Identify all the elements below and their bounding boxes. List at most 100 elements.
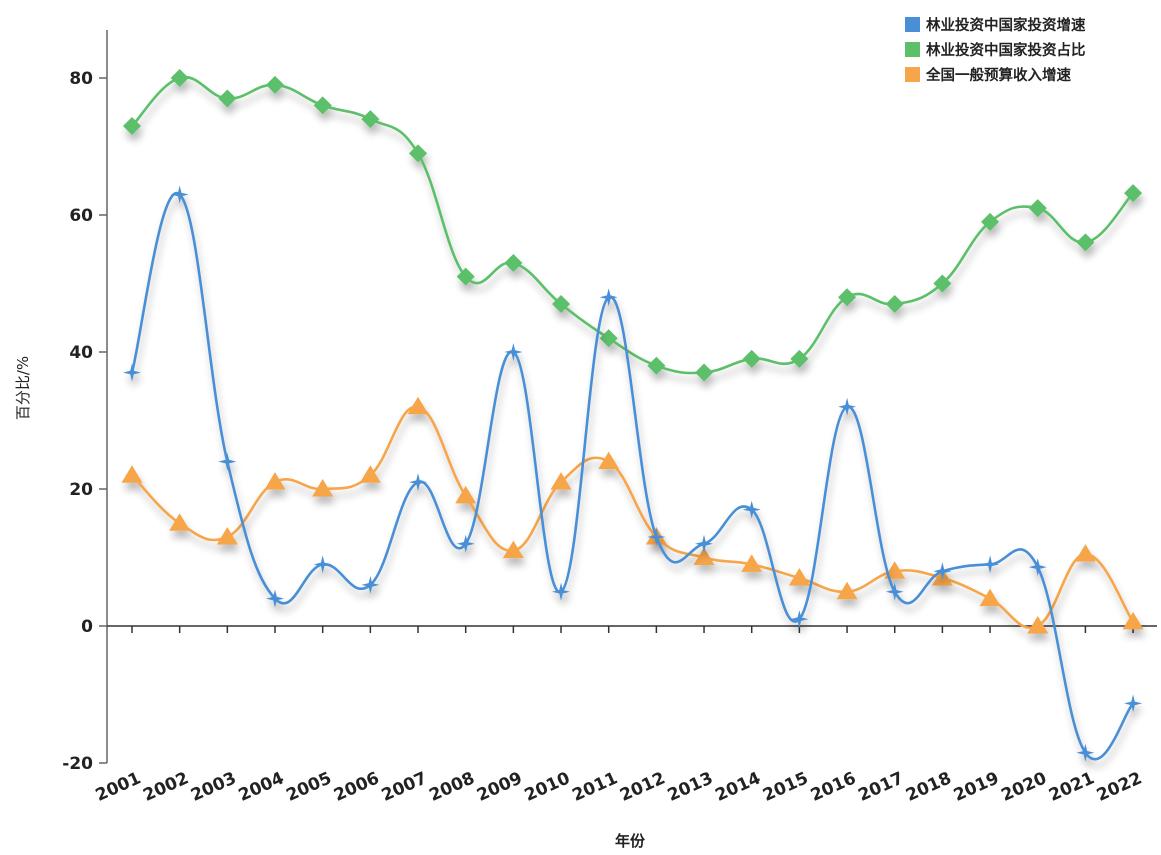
- series-line: [131, 75, 1135, 375]
- x-tick-label: 2009: [474, 768, 525, 806]
- data-point-triangle: [598, 451, 620, 470]
- data-point-triangle: [216, 526, 238, 545]
- x-tick-label: 2004: [236, 768, 288, 806]
- data-point-diamond: [123, 116, 141, 135]
- data-point-triangle: [1027, 616, 1049, 634]
- x-tick-label: 2003: [188, 768, 239, 806]
- data-point-star: [695, 534, 713, 553]
- data-point-star: [933, 562, 952, 581]
- legend-item[interactable]: 林业投资中国家投资增速: [905, 16, 1086, 34]
- data-point-diamond: [170, 69, 189, 87]
- x-tick-label: 2018: [903, 768, 954, 806]
- data-point-star: [123, 363, 141, 382]
- data-point-triangle: [407, 396, 429, 415]
- data-point-star: [1076, 743, 1095, 762]
- data-point-diamond: [695, 363, 714, 382]
- data-point-triangle: [359, 465, 381, 483]
- x-tick-label: 2017: [855, 768, 906, 806]
- data-point-triangle: [741, 554, 763, 572]
- data-point-star: [313, 555, 332, 574]
- x-tick-label: 2006: [331, 768, 382, 806]
- data-point-triangle: [836, 581, 858, 600]
- data-point-triangle: [884, 561, 906, 579]
- legend-label: 全国一般预算收入增速: [925, 66, 1071, 84]
- x-tick-label: 2022: [1094, 768, 1145, 806]
- data-point-star: [456, 534, 475, 553]
- data-point-star: [409, 473, 427, 492]
- data-point-triangle: [169, 513, 191, 531]
- data-point-diamond: [838, 288, 857, 307]
- series-diamond: [123, 69, 1143, 382]
- data-point-star: [885, 582, 904, 601]
- x-axis-title: 年份: [615, 832, 646, 850]
- data-point-diamond: [790, 349, 809, 368]
- legend-label: 林业投资中国家投资占比: [926, 41, 1086, 59]
- data-point-star: [647, 528, 666, 546]
- legend-swatch-orange: [905, 67, 920, 82]
- x-tick-label: 2019: [951, 768, 1002, 806]
- data-point-triangle: [264, 472, 286, 490]
- data-point-diamond: [981, 212, 1000, 231]
- y-axis-title: 百分比/%: [14, 356, 32, 420]
- data-point-diamond: [1028, 199, 1047, 218]
- series-star: [123, 185, 1143, 762]
- data-point-star: [218, 452, 237, 471]
- data-point-star: [742, 500, 761, 519]
- data-point-star: [1028, 558, 1047, 577]
- x-tick-label: 2010: [522, 768, 574, 806]
- data-point-triangle: [550, 472, 572, 490]
- y-tick-label: 20: [69, 480, 93, 500]
- data-point-triangle: [1122, 611, 1144, 630]
- data-point-diamond: [742, 349, 761, 368]
- x-tick-label: 2012: [617, 768, 668, 806]
- data-point-diamond: [1124, 184, 1143, 203]
- series-triangle: [121, 396, 1144, 634]
- data-point-diamond: [885, 295, 904, 314]
- y-tick-label: -20: [62, 754, 93, 774]
- data-point-triangle: [979, 588, 1001, 607]
- x-tick-label: 2011: [569, 768, 620, 806]
- data-point-diamond: [409, 144, 428, 163]
- x-tick-label: 2020: [998, 768, 1050, 806]
- data-point-diamond: [599, 329, 618, 348]
- y-tick-label: 60: [69, 206, 93, 226]
- data-point-triangle: [502, 540, 524, 559]
- data-point-triangle: [312, 479, 334, 497]
- data-point-star: [504, 343, 523, 361]
- data-point-triangle: [1074, 544, 1096, 562]
- x-tick-label: 2001: [93, 768, 144, 806]
- data-point-diamond: [552, 295, 571, 314]
- x-tick-label: 2007: [379, 768, 430, 806]
- data-point-triangle: [455, 485, 477, 504]
- data-point-diamond: [313, 96, 332, 115]
- data-point-star: [1124, 694, 1143, 713]
- series-line: [130, 191, 1135, 761]
- legend-item[interactable]: 全国一般预算收入增速: [905, 66, 1071, 84]
- x-tick-label: 2014: [712, 768, 764, 806]
- data-point-triangle: [788, 568, 810, 586]
- data-point-diamond: [504, 253, 523, 272]
- x-tick-label: 2013: [665, 768, 716, 806]
- x-tick-label: 2005: [283, 768, 334, 806]
- data-point-star: [552, 582, 570, 601]
- data-point-star: [599, 288, 618, 307]
- data-point-star: [838, 397, 857, 416]
- legend: 林业投资中国家投资增速 林业投资中国家投资占比 全国一般预算收入增速: [905, 16, 1086, 84]
- y-tick-label: 0: [81, 617, 93, 637]
- data-point-diamond: [456, 267, 475, 286]
- x-tick-label: 2015: [760, 768, 811, 806]
- data-point-star: [981, 555, 1000, 574]
- legend-item[interactable]: 林业投资中国家投资占比: [905, 41, 1086, 59]
- data-point-star: [170, 185, 189, 204]
- x-tick-label: 2021: [1046, 768, 1097, 806]
- data-point-diamond: [1076, 233, 1095, 252]
- data-point-diamond: [933, 274, 952, 293]
- data-point-star: [361, 575, 380, 594]
- data-point-diamond: [647, 356, 666, 375]
- x-tick-label: 2008: [426, 768, 477, 806]
- y-tick-label: 80: [69, 69, 93, 89]
- series-layer: [121, 69, 1144, 762]
- data-point-triangle: [121, 465, 143, 483]
